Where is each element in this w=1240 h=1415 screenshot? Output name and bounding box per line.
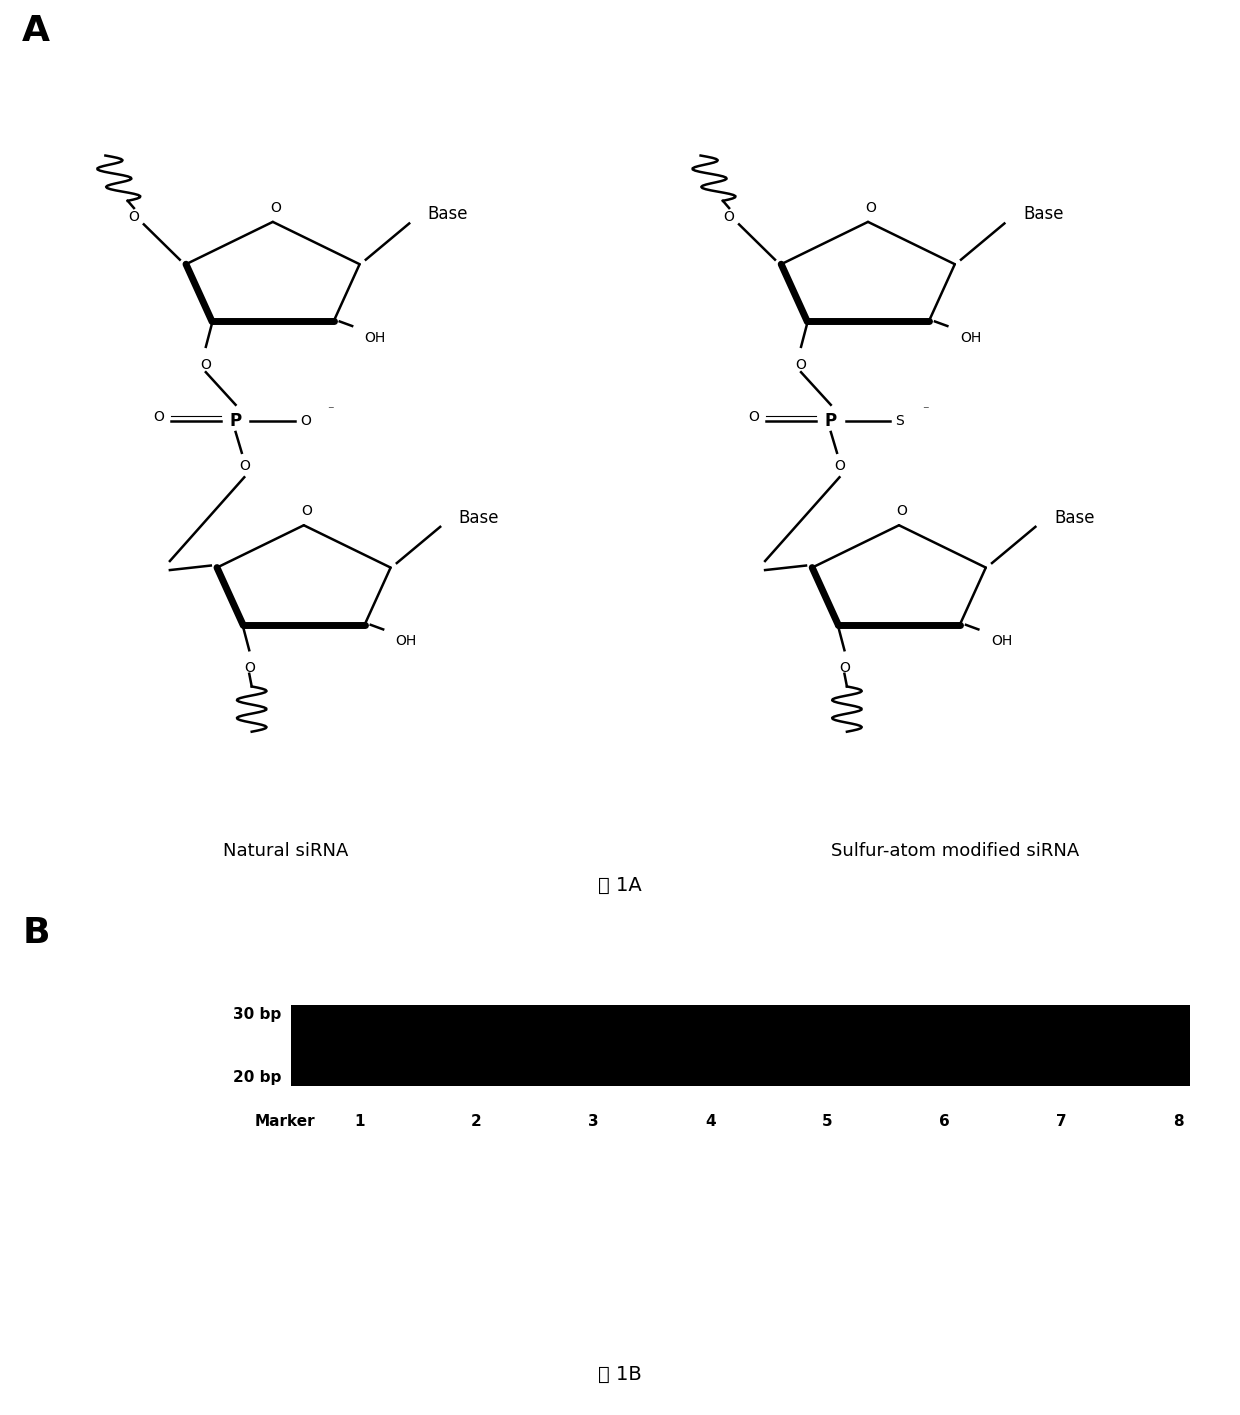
Text: 3: 3 xyxy=(588,1115,599,1129)
Text: Marker: Marker xyxy=(255,1115,315,1129)
Text: O: O xyxy=(270,201,280,215)
Text: 图 1B: 图 1B xyxy=(598,1364,642,1384)
Text: Sulfur-atom modified siRNA: Sulfur-atom modified siRNA xyxy=(831,842,1079,860)
Text: O: O xyxy=(129,209,139,224)
Text: Base: Base xyxy=(1023,205,1064,224)
Text: S: S xyxy=(895,415,904,429)
Text: Base: Base xyxy=(1054,509,1095,526)
Text: Base: Base xyxy=(428,205,469,224)
Text: 2: 2 xyxy=(471,1115,482,1129)
Text: O: O xyxy=(796,358,806,372)
Text: Base: Base xyxy=(459,509,500,526)
Text: 30 bp: 30 bp xyxy=(233,1006,281,1022)
Text: O: O xyxy=(239,458,249,473)
Text: 7: 7 xyxy=(1055,1115,1066,1129)
Text: O: O xyxy=(897,504,906,518)
Text: P: P xyxy=(229,412,242,430)
Text: 6: 6 xyxy=(939,1115,950,1129)
Text: O: O xyxy=(301,504,311,518)
Bar xyxy=(291,1005,1190,1087)
Text: O: O xyxy=(748,409,759,423)
Text: 8: 8 xyxy=(1173,1115,1183,1129)
Text: A: A xyxy=(22,14,51,48)
Text: B: B xyxy=(22,916,50,949)
Text: O: O xyxy=(839,661,849,675)
Text: P: P xyxy=(825,412,837,430)
Text: 1: 1 xyxy=(355,1115,365,1129)
Text: ⁻: ⁻ xyxy=(923,403,929,417)
Text: OH: OH xyxy=(396,634,417,648)
Text: O: O xyxy=(724,209,734,224)
Text: O: O xyxy=(835,458,844,473)
Text: O: O xyxy=(153,409,164,423)
Text: 20 bp: 20 bp xyxy=(233,1070,281,1085)
Text: OH: OH xyxy=(365,331,386,344)
Text: OH: OH xyxy=(960,331,981,344)
Text: 5: 5 xyxy=(822,1115,832,1129)
Text: OH: OH xyxy=(991,634,1012,648)
Text: O: O xyxy=(300,415,311,429)
Text: 图 1A: 图 1A xyxy=(598,876,642,894)
Text: O: O xyxy=(244,661,254,675)
Text: 4: 4 xyxy=(706,1115,715,1129)
Text: O: O xyxy=(866,201,875,215)
Text: ⁻: ⁻ xyxy=(327,403,334,417)
Text: O: O xyxy=(201,358,211,372)
Text: Natural siRNA: Natural siRNA xyxy=(222,842,348,860)
